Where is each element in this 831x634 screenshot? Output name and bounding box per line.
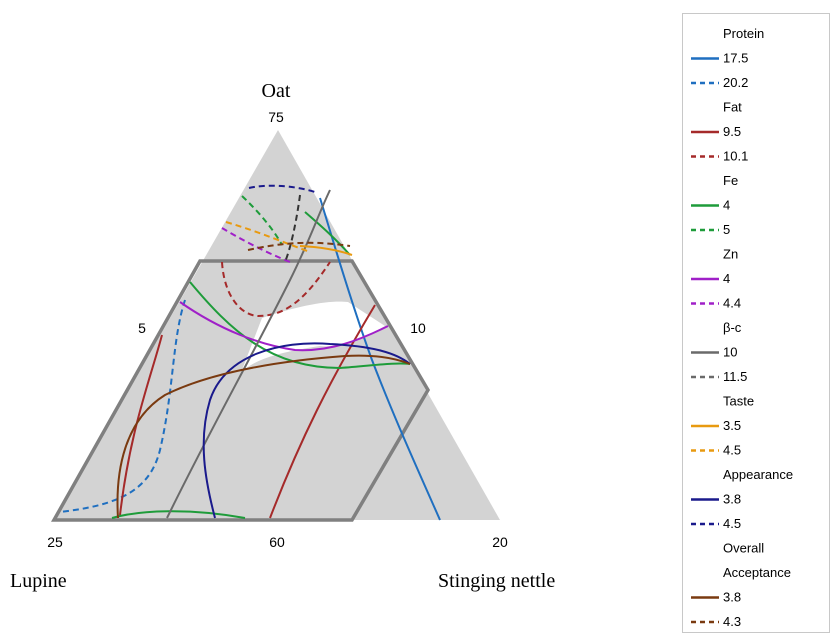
- contour-appearance-dashed: [248, 184, 319, 194]
- legend-level-protein-1: 20.2: [723, 75, 748, 90]
- legend-level-zn-1: 4.4: [723, 296, 741, 311]
- tick-label-left-edge: 5: [138, 320, 146, 336]
- contour-bc-solid: [166, 189, 331, 519]
- legend-level--c-1: 11.5: [723, 369, 747, 384]
- contour-overall-dashed: [247, 241, 351, 251]
- legend-level-fe-0: 4: [723, 198, 730, 213]
- legend-title-zn: Zn: [723, 247, 738, 262]
- contour-overall-solid: [116, 354, 411, 519]
- contour-fe-solid-low: [111, 510, 246, 519]
- optimal-white-region: [240, 301, 385, 375]
- vertex-label-left: Lupine: [10, 570, 67, 592]
- contour-taste-solid: [299, 245, 353, 256]
- tick-label-right-edge: 10: [410, 320, 426, 336]
- legend-title-appearance: Appearance: [723, 467, 793, 482]
- legend-level-appearance-0: 3.8: [723, 492, 741, 507]
- contour-taste-dashed: [225, 221, 311, 253]
- legend-svg: Protein 17.5 20.2 Fat 9.5 10.1 Fe 4 5 Zn 4 4.4 β-c 10…: [691, 26, 793, 629]
- contour-fe-solid-mid: [189, 281, 411, 370]
- legend-title-protein: Protein: [723, 26, 764, 41]
- legend-title--c: β-c: [723, 320, 742, 335]
- legend-level-appearance-1: 4.5: [723, 516, 741, 531]
- ternary-plot: Oat 75 5 10 25 60 20 Lupine Stinging net…: [10, 80, 555, 592]
- legend-level--c-0: 10: [723, 345, 737, 360]
- legend-level-protein-0: 17.5: [723, 51, 748, 66]
- contour-protein-dashed: [59, 299, 186, 513]
- legend-level-taste-1: 4.5: [723, 443, 741, 458]
- legend-level-zn-0: 4: [723, 271, 730, 286]
- legend-title-taste: Taste: [723, 394, 754, 409]
- legend-level-fe-1: 5: [723, 222, 730, 237]
- legend-level-overall-acceptance-1: 4.3: [723, 614, 741, 629]
- tick-label-bottom-left: 25: [47, 534, 63, 550]
- tick-label-top: 75: [268, 109, 284, 125]
- tick-label-bottom-mid: 60: [269, 534, 285, 550]
- contour-fat-dashed: [221, 261, 331, 318]
- legend-title-fat: Fat: [723, 100, 742, 115]
- legend-level-fat-0: 9.5: [723, 124, 741, 139]
- legend: Protein 17.5 20.2 Fat 9.5 10.1 Fe 4 5 Zn 4 4.4 β-c 10…: [682, 13, 830, 633]
- legend-title-fe: Fe: [723, 173, 738, 188]
- vertex-label-right: Stinging nettle: [438, 570, 555, 592]
- legend-title-overall-acceptance-line2: Acceptance: [723, 565, 791, 580]
- contour-bc-dashed: [284, 194, 301, 263]
- contour-fe-solid-upper: [304, 211, 351, 256]
- legend-title-overall-acceptance-line1: Overall: [723, 541, 764, 556]
- contour-fat-solid-right: [269, 304, 376, 519]
- vertex-label-top: Oat: [262, 80, 291, 102]
- contour-appearance-solid: [202, 342, 411, 519]
- legend-level-taste-0: 3.5: [723, 418, 741, 433]
- legend-level-fat-1: 10.1: [723, 149, 748, 164]
- tick-label-bottom-right: 20: [492, 534, 508, 550]
- contour-zn-solid: [179, 301, 389, 352]
- constraint-region: [51, 259, 431, 522]
- contour-fat-solid-left: [119, 334, 163, 516]
- legend-level-overall-acceptance-0: 3.8: [723, 590, 741, 605]
